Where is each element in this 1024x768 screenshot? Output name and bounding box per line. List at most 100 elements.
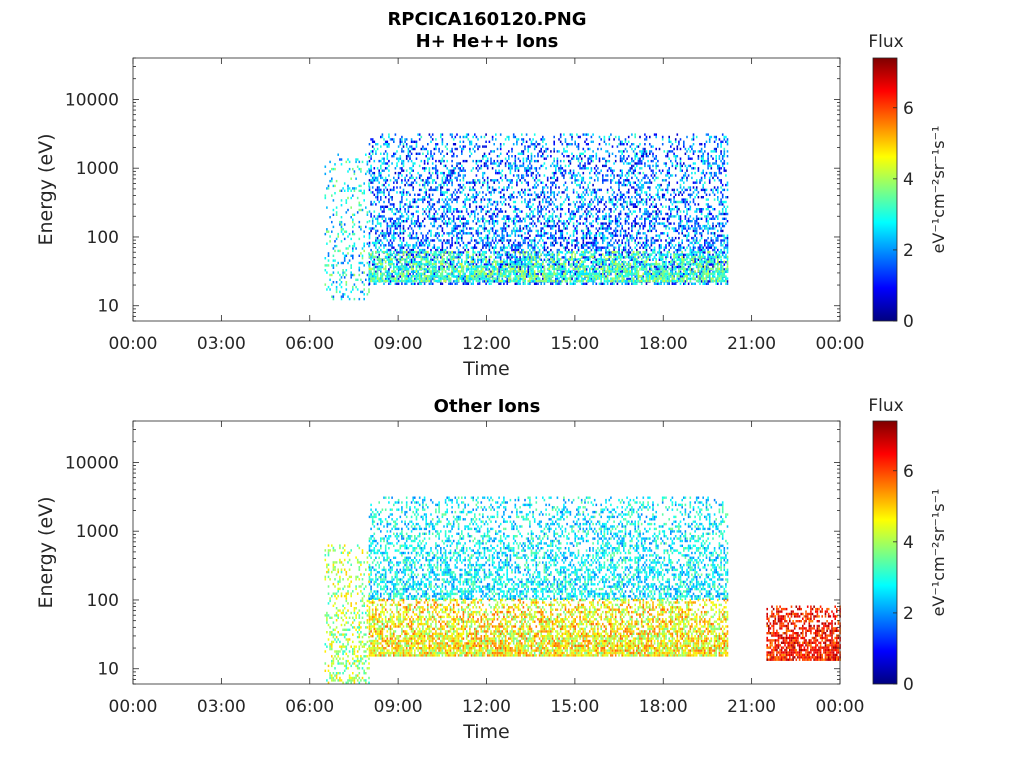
flux-cell <box>423 196 426 199</box>
flux-cell <box>644 174 646 177</box>
flux-cell <box>394 253 397 257</box>
flux-cell <box>668 208 670 211</box>
flux-cell <box>626 277 628 281</box>
flux-cell <box>343 189 346 192</box>
flux-cell <box>339 249 341 253</box>
flux-cell <box>352 254 354 257</box>
flux-cell <box>568 248 570 252</box>
flux-cell <box>645 246 648 249</box>
flux-cell <box>396 248 398 252</box>
flux-cell <box>529 212 531 216</box>
flux-cell <box>644 236 646 240</box>
flux-cell <box>456 208 458 211</box>
flux-cell <box>538 239 541 242</box>
flux-cell <box>503 224 505 228</box>
flux-cell <box>639 167 641 170</box>
flux-cell <box>585 212 588 216</box>
flux-cell <box>394 179 397 182</box>
flux-cell <box>375 280 377 283</box>
flux-cell <box>579 205 581 208</box>
flux-cell <box>666 191 669 194</box>
flux-cell <box>636 282 638 285</box>
flux-cell <box>603 246 606 249</box>
flux-cell <box>441 282 444 285</box>
flux-cell <box>409 236 411 240</box>
flux-cell <box>456 191 458 194</box>
flux-cell <box>469 188 471 192</box>
flux-cell <box>522 248 525 252</box>
flux-cell <box>467 222 470 225</box>
flux-cell <box>498 155 500 158</box>
flux-cell <box>496 215 499 218</box>
flux-cell <box>456 256 458 259</box>
flux-cell <box>623 234 625 237</box>
flux-cell <box>417 261 419 264</box>
flux-cell <box>472 280 474 283</box>
flux-cell <box>640 198 643 201</box>
flux-cell <box>414 282 416 285</box>
flux-cell <box>389 217 392 220</box>
flux-cell <box>361 208 364 212</box>
flux-cell <box>663 179 666 182</box>
flux-cell <box>428 210 431 213</box>
flux-cell <box>631 265 633 269</box>
flux-cell <box>498 265 500 269</box>
flux-cell <box>340 240 343 243</box>
flux-cell <box>527 157 529 160</box>
flux-cell <box>506 179 508 182</box>
flux-cell <box>532 212 534 216</box>
flux-cell <box>452 198 455 201</box>
flux-cell <box>402 205 405 208</box>
flux-cell <box>527 236 529 240</box>
flux-cell <box>399 246 402 249</box>
flux-cell <box>412 188 414 192</box>
flux-cell <box>428 203 431 206</box>
flux-cell <box>504 198 507 201</box>
flux-cell <box>373 282 376 285</box>
flux-cell <box>584 282 586 285</box>
flux-cell <box>653 265 656 269</box>
flux-cell <box>366 163 369 166</box>
flux-cell <box>529 205 531 208</box>
flux-cell <box>569 220 572 223</box>
flux-cell <box>509 256 512 259</box>
flux-cell <box>370 248 372 252</box>
flux-cell <box>483 155 486 158</box>
flux-cell <box>580 229 583 233</box>
flux-cell <box>436 232 439 235</box>
flux-cell <box>606 174 609 177</box>
flux-cell <box>345 199 348 202</box>
flux-cell <box>373 200 376 204</box>
flux-cell <box>517 261 520 264</box>
flux-cell <box>326 230 328 233</box>
flux-cell <box>383 210 385 213</box>
flux-cell <box>558 169 560 172</box>
flux-cell <box>668 261 670 264</box>
flux-cell <box>462 145 465 148</box>
flux-cell <box>418 164 421 168</box>
flux-cell <box>483 244 486 247</box>
flux-cell <box>370 203 372 206</box>
flux-cell <box>624 234 627 237</box>
flux-cell <box>640 261 643 264</box>
flux-cell <box>482 155 484 158</box>
flux-cell <box>493 188 495 192</box>
flux-cell <box>658 248 661 252</box>
flux-cell <box>491 217 494 220</box>
flux-cell <box>412 256 414 259</box>
flux-cell <box>655 220 657 223</box>
flux-cell <box>347 184 349 188</box>
flux-cell <box>519 273 521 276</box>
flux-cell <box>370 157 372 160</box>
flux-cell <box>645 138 648 141</box>
flux-cell <box>428 217 431 220</box>
flux-cell <box>519 191 521 194</box>
flux-cell <box>501 203 504 206</box>
flux-cell <box>561 229 564 233</box>
flux-cell <box>391 244 393 247</box>
flux-cell <box>535 244 538 247</box>
flux-cell <box>422 198 424 201</box>
flux-cell <box>388 200 390 204</box>
flux-cell <box>611 203 614 206</box>
flux-cell <box>584 162 586 165</box>
